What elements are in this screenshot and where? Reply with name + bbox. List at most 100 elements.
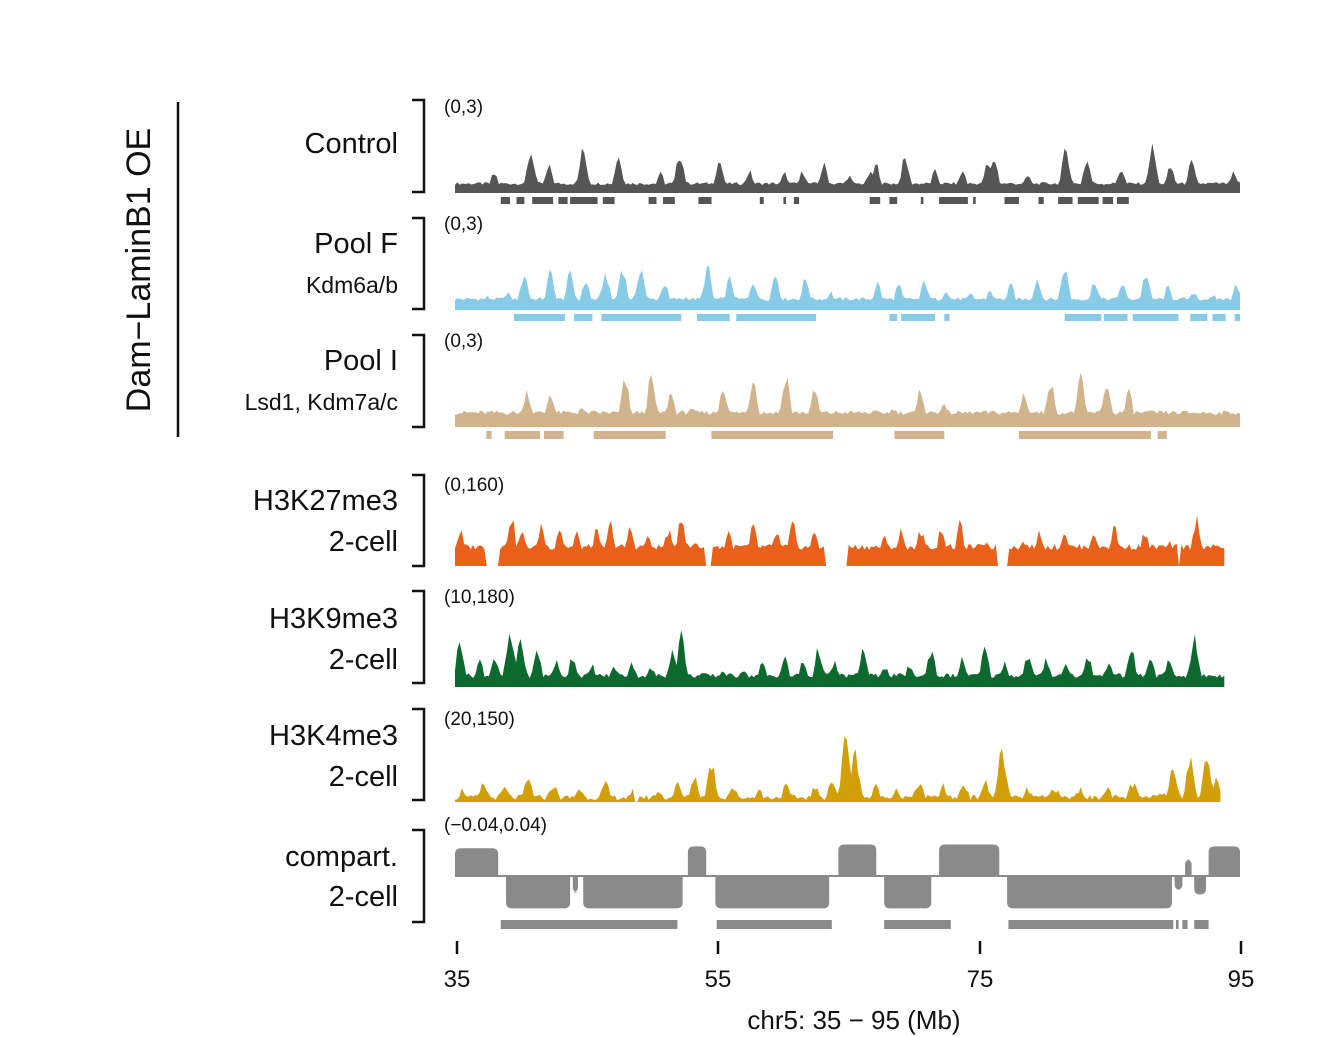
domain-bar-3-3 [544,431,564,439]
domain-bar-1-9 [698,197,712,204]
domain-bar-2-3 [601,314,682,321]
group-label: Dam−LaminB1 OE [120,128,158,412]
compartment-segment-6 [715,876,830,909]
domain-bar-2-11 [1132,314,1179,321]
domain-bar-2-5 [736,314,817,321]
compartment-segment-10 [1007,876,1172,909]
domain-bar-2-12 [1190,314,1208,321]
domain-bar-1-22 [1102,197,1114,204]
x-tick-label-75: 75 [967,966,994,993]
domain-bar-3-6 [894,431,945,439]
x-tick-label-95: 95 [1228,966,1255,993]
track-label-h3k9me3: H3K9me3 [269,603,398,635]
x-axis-label: chr5: 35 − 95 (Mb) [747,1005,960,1035]
x-tick-label-55: 55 [705,966,732,993]
domain-bar-1-2 [516,197,525,204]
signal-area-4 [455,515,1225,566]
domain-bar-1-7 [648,197,657,204]
x-axis: 35 55 75 95 chr5: 35 − 95 (Mb) [444,941,1255,1035]
domain-bar-3-5 [711,431,834,439]
compartment-segment-13 [1194,876,1206,895]
domain-bar-2-10 [1103,314,1128,321]
domain-bar-1-1 [500,197,510,204]
compartment-domain-bar-7 [1194,920,1209,929]
bracket-h3k4me3 [412,707,426,802]
domain-bar-2-4 [697,314,730,321]
track-label-compartment: compart. [285,841,398,873]
compartment-segment-2 [506,876,571,909]
compartment-domain-bar-4 [1008,920,1174,929]
range-label-h3k4me3: (20,150) [444,709,515,730]
compartment-segment-4 [583,876,683,909]
domain-bar-1-6 [602,197,615,204]
domain-bar-1-14 [889,197,898,204]
compartment-domain-bar-2 [716,920,832,929]
domain-bar-3-4 [593,431,666,439]
tracks [455,143,1240,929]
signal-area-2 [455,265,1240,310]
track-sublabel-compartment: 2-cell [329,881,398,913]
domain-bar-1-12 [793,197,800,204]
compartment-segment-11 [1174,876,1183,890]
domain-bar-1-5 [570,197,598,204]
domain-bar-2-6 [889,314,898,321]
compartment-segment-14 [1208,846,1240,876]
track-label-pool-i: Pool I [324,345,398,377]
bracket-h3k27me3 [412,473,426,568]
domain-bar-2-7 [901,314,936,321]
range-label-h3k27me3: (0,160) [444,475,504,496]
compartment-segment-5 [687,846,707,876]
compartment-segment-7 [838,844,877,876]
track-label-h3k27me3: H3K27me3 [253,485,398,517]
range-label-control: (0,3) [444,97,483,118]
compartment-zero-line [455,875,1240,877]
track-sublabel-pool-f: Kdm6a/b [306,272,398,298]
track-sublabel-h3k9me3: 2-cell [329,644,398,676]
domain-bar-1-13 [869,197,881,204]
domain-bar-3-8 [1157,431,1167,439]
domain-bar-3-1 [486,431,492,439]
domain-bar-1-8 [663,197,675,204]
domain-bar-1-18 [1004,197,1019,204]
domain-bar-3-7 [1018,431,1151,439]
domain-bar-3-2 [504,431,540,439]
signal-area-5 [455,630,1225,687]
domain-bar-2-14 [1234,314,1240,321]
track-label-pool-f: Pool F [314,228,398,260]
domain-bar-1-21 [1077,197,1099,204]
compartment-segment-3 [571,876,579,893]
bracket-compartment [412,828,426,924]
domain-bar-1-10 [759,197,764,204]
range-label-pool-f: (0,3) [444,214,483,235]
bracket-pool-i [412,333,426,429]
x-tick-label-35: 35 [444,966,471,993]
compartment-domain-bar-1 [500,920,678,929]
domain-bar-2-8 [944,314,950,321]
track-label-control: Control [305,128,399,160]
domain-bar-1-3 [532,197,554,204]
compartment-domain-bar-6 [1182,920,1188,929]
signal-area-1 [455,143,1240,193]
domain-bar-2-9 [1064,314,1102,321]
bracket-control [412,98,426,194]
domain-bar-1-16 [939,197,968,204]
domain-bar-2-13 [1212,314,1226,321]
signal-area-3 [455,372,1240,427]
compartment-segment-9 [939,844,1000,876]
compartment-domain-bar-3 [884,920,951,929]
domain-bar-1-11 [783,197,786,204]
domain-bar-1-17 [973,197,976,204]
compartment-segment-1 [455,848,499,876]
domain-bar-1-4 [558,197,568,204]
bracket-pool-f [412,216,426,311]
domain-bar-2-2 [574,314,593,321]
signal-area-6 [455,736,1221,802]
track-sublabel-h3k4me3: 2-cell [329,761,398,793]
track-label-h3k4me3: H3K4me3 [269,720,398,752]
compartment-domain-bar-5 [1175,920,1179,929]
range-label-compartment: (−0.04,0.04) [444,815,547,836]
domain-bar-1-20 [1058,197,1073,204]
compartment-segment-12 [1185,859,1192,876]
domain-bar-2-1 [513,314,565,321]
